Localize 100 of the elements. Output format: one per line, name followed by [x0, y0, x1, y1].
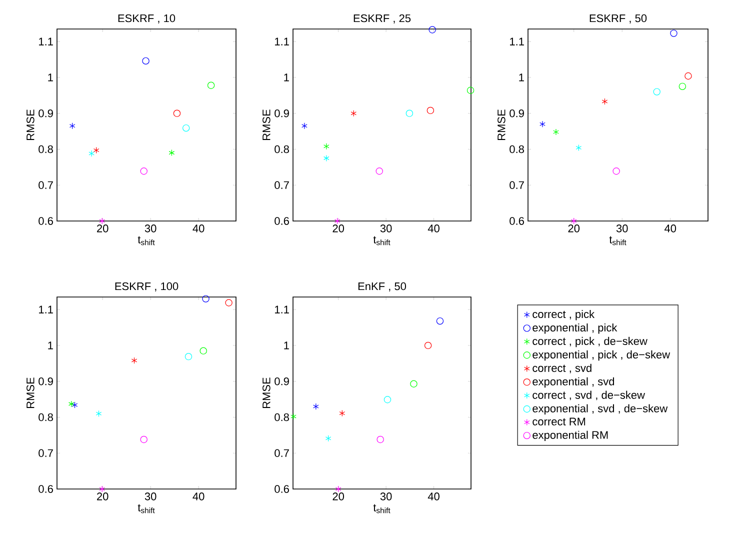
x-tick-label: 40	[428, 492, 440, 500]
point	[426, 106, 434, 114]
y-axis-title: RMSE	[26, 110, 34, 140]
point	[350, 110, 357, 117]
y-tick-label: 0.6	[38, 217, 53, 225]
legend-label: correct RM	[532, 418, 586, 426]
x-tick-label: 20	[97, 224, 108, 232]
legend-label: exponential , pick , de−skew	[532, 350, 670, 361]
y-tick-label: 0.7	[510, 181, 524, 190]
x-tick-label: 30	[144, 492, 156, 500]
y-tick-label: 1.1	[510, 38, 524, 46]
point	[670, 30, 678, 37]
point	[173, 110, 181, 117]
point	[96, 410, 102, 417]
y-tick-label: 1	[284, 74, 289, 82]
legend-label: exponential , svd , de−skew	[532, 404, 668, 415]
y-tick-label: 0.7	[38, 449, 53, 458]
y-tick-label: 0.7	[274, 449, 289, 458]
point	[384, 396, 392, 404]
point	[207, 82, 215, 89]
point	[142, 57, 150, 65]
chart-title: ESKRF , 50	[590, 14, 647, 24]
point	[99, 486, 106, 492]
point	[99, 218, 106, 224]
y-tick-label: 0.6	[274, 485, 289, 493]
chart-title: ESKRF , 100	[115, 282, 178, 292]
x-tick-label: 40	[664, 224, 676, 232]
point	[339, 410, 346, 417]
x-axis-title: t$_{shift}$	[138, 504, 155, 514]
y-tick-label: 0.8	[38, 413, 53, 422]
y-tick-label: 1.1	[275, 306, 289, 314]
point	[313, 403, 319, 410]
point	[428, 26, 436, 34]
x-tick-label: 30	[144, 224, 156, 232]
y-tick-label: 0.9	[38, 377, 53, 386]
x-tick-label: 40	[192, 492, 204, 500]
point	[202, 295, 210, 302]
x-tick-label: 20	[97, 492, 108, 500]
point	[602, 98, 608, 105]
y-axis-title: RMSE	[498, 110, 506, 140]
point	[225, 299, 232, 306]
point	[410, 380, 418, 388]
y-tick-label: 1	[284, 342, 289, 350]
y-axis-title: RMSE	[262, 110, 270, 140]
legend-label: correct , svd , de−skew	[532, 390, 645, 400]
point	[570, 218, 577, 224]
legend-label: exponential RM	[532, 430, 608, 442]
x-tick-label: 30	[380, 224, 392, 232]
x-axis-title: t$_{shift}$	[138, 236, 155, 246]
y-tick-label: 1.1	[39, 38, 53, 46]
x-tick-label: 30	[380, 492, 392, 500]
y-tick-label: 0.8	[510, 145, 524, 154]
y-tick-label: 0.8	[38, 145, 53, 154]
point	[466, 86, 474, 94]
point	[302, 122, 308, 130]
x-axis-title: t$_{shift}$	[609, 236, 626, 246]
point	[72, 402, 78, 408]
x-tick-label: 20	[332, 492, 344, 500]
point	[424, 342, 432, 350]
point	[68, 400, 74, 408]
point	[168, 150, 175, 156]
y-tick-label: 0.9	[274, 109, 289, 118]
y-tick-label: 0.8	[274, 413, 289, 422]
point	[540, 120, 546, 128]
x-tick-label: 40	[428, 224, 440, 232]
chart-title: ESKRF , 25	[354, 14, 411, 24]
point	[93, 146, 100, 154]
point	[290, 413, 296, 420]
point	[612, 168, 620, 175]
point	[334, 218, 340, 224]
point	[182, 124, 190, 132]
y-tick-label: 0.6	[510, 217, 524, 225]
point	[335, 486, 342, 492]
point	[653, 88, 660, 96]
point	[325, 435, 332, 442]
legend-label: exponential , pick	[532, 323, 618, 334]
y-tick-label: 1	[48, 74, 53, 82]
point	[436, 317, 444, 325]
x-axis-title: t$_{shift}$	[373, 504, 390, 514]
y-tick-label: 0.7	[274, 181, 289, 190]
point	[553, 128, 559, 136]
x-tick-label: 30	[616, 224, 628, 232]
point	[140, 436, 148, 444]
y-tick-label: 1	[519, 74, 524, 82]
y-tick-label: 1	[48, 342, 53, 350]
point	[140, 168, 148, 175]
point	[324, 143, 330, 150]
chart-title: ESKRF , 10	[118, 14, 176, 24]
y-tick-label: 0.9	[274, 377, 289, 386]
y-tick-label: 0.9	[38, 109, 53, 118]
legend-label: correct , pick , de−skew	[532, 336, 648, 348]
y-tick-label: 0.6	[38, 485, 53, 493]
x-tick-label: 20	[332, 224, 344, 232]
point	[200, 347, 207, 354]
point	[88, 150, 94, 157]
point	[376, 436, 384, 444]
point	[131, 357, 138, 364]
point	[184, 352, 192, 360]
point	[576, 144, 582, 152]
point	[406, 110, 414, 117]
